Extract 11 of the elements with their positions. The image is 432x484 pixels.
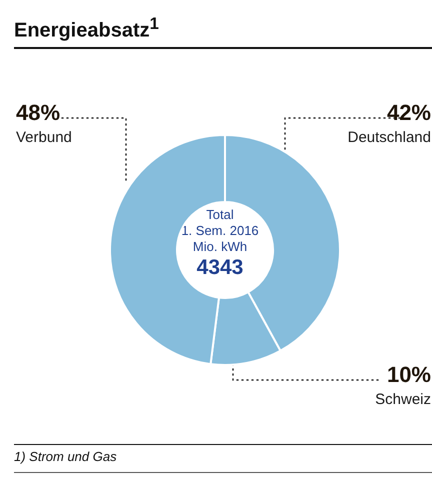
data-label: 42% [386,100,431,125]
text: 1) Strom und Gas [14,449,117,464]
data-label: 10% [386,362,431,387]
slice-label: Verbund [16,129,72,146]
text: Mio. kWh [192,239,248,254]
chart-title: Energieabsatz$^{1}$ [14,14,159,43]
text: Total [206,207,234,222]
text: 4343 [196,256,244,279]
slice-label: Deutschland [348,129,431,146]
data-label: 48% [16,100,60,125]
slice-label: Schweiz [375,391,431,408]
